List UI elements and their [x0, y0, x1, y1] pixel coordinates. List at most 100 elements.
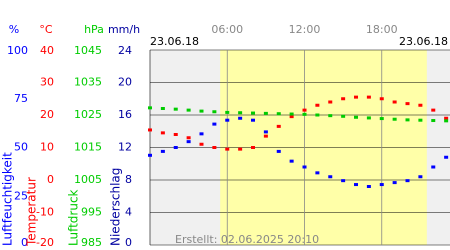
data-point [225, 147, 230, 151]
data-point [418, 103, 423, 107]
axis-unit: hPa [84, 23, 104, 36]
data-point [289, 112, 294, 116]
data-point [444, 116, 449, 120]
y-tick-label: 25 [14, 189, 28, 202]
footer: Erstellt: 02.06.2025 20:10 [175, 233, 319, 246]
data-point [225, 110, 230, 114]
y-tick-label: 1015 [74, 141, 102, 154]
data-point [199, 109, 204, 113]
data-point [238, 147, 243, 151]
data-point [289, 115, 294, 119]
data-point [302, 108, 307, 112]
data-point [186, 140, 191, 144]
data-point [418, 118, 423, 122]
data-point [251, 118, 256, 122]
data-point [405, 118, 410, 122]
y-tick-label: 24 [118, 44, 132, 57]
data-point [444, 155, 449, 159]
y-tick-label: -20 [36, 236, 54, 249]
data-point [431, 108, 436, 112]
y-tick-label: 16 [118, 108, 132, 121]
x-tick-label: 18:00 [366, 23, 398, 36]
data-point [341, 179, 346, 183]
data-point [418, 175, 423, 179]
date-right: 23.06.18 [399, 35, 448, 48]
axis-label: Niederschlag [109, 168, 123, 246]
data-point [276, 124, 281, 128]
axis-unit: mm/h [108, 23, 140, 36]
y-tick-label: 50 [14, 141, 28, 154]
data-point [366, 116, 371, 120]
data-point [405, 102, 410, 106]
data-point [263, 111, 268, 115]
data-point [328, 175, 333, 179]
date-left: 23.06.18 [150, 35, 199, 48]
y-tick-label: 20 [118, 76, 132, 89]
data-point [263, 130, 268, 134]
y-tick-label: 40 [40, 44, 54, 57]
y-tick-label: 1005 [74, 173, 102, 186]
y-tick-label: 0 [125, 236, 132, 249]
y-tick-label: 995 [81, 206, 102, 219]
data-point [199, 132, 204, 136]
data-point [212, 122, 217, 126]
data-point [225, 118, 230, 122]
data-point [315, 113, 320, 117]
y-tick-label: 100 [7, 44, 28, 57]
data-point [148, 153, 152, 157]
data-point [160, 131, 165, 135]
y-tick-label: 985 [81, 236, 102, 249]
axis-unit: % [9, 23, 19, 36]
data-point [354, 95, 359, 99]
data-point [238, 116, 243, 120]
data-point [160, 149, 165, 153]
data-point [173, 107, 178, 111]
data-point [392, 100, 397, 104]
data-point [212, 110, 217, 114]
data-point [289, 159, 294, 163]
data-point [276, 149, 281, 153]
data-point [186, 136, 191, 140]
y-tick-label: 1045 [74, 44, 102, 57]
data-point [431, 165, 436, 169]
data-point [354, 183, 359, 187]
data-point [379, 117, 384, 121]
data-point [328, 114, 333, 118]
y-tick-label: 75 [14, 92, 28, 105]
data-point [315, 103, 320, 107]
data-point [302, 112, 307, 116]
data-point [251, 111, 256, 115]
data-point [199, 142, 204, 146]
axis-label: Luftfeuchtigkeit [1, 152, 15, 246]
y-tick-label: 4 [125, 206, 132, 219]
data-point [173, 146, 178, 149]
data-point [431, 119, 436, 123]
data-point [160, 107, 165, 110]
y-tick-label: 1035 [74, 76, 102, 89]
data-point [315, 171, 320, 175]
y-tick-label: 10 [40, 141, 54, 154]
data-point [186, 108, 191, 112]
axis-unit: °C [39, 23, 53, 36]
y-tick-label: 8 [125, 173, 132, 186]
data-point [263, 134, 268, 138]
data-point [148, 128, 152, 132]
x-tick-label: 12:00 [289, 23, 321, 36]
data-point [392, 117, 397, 121]
data-point [379, 97, 384, 101]
y-tick-label: 0 [21, 236, 28, 249]
data-point [251, 146, 256, 149]
data-point [392, 181, 397, 185]
data-point [212, 146, 217, 149]
y-tick-label: 12 [118, 141, 132, 154]
axis-label: Luftdruck [67, 189, 81, 246]
y-tick-label: 30 [40, 76, 54, 89]
data-point [366, 95, 371, 99]
data-point [238, 111, 243, 115]
y-tick-label: 1025 [74, 108, 102, 121]
axis-label: Temperatur [25, 177, 39, 247]
data-point [173, 133, 178, 136]
data-point [379, 183, 384, 187]
